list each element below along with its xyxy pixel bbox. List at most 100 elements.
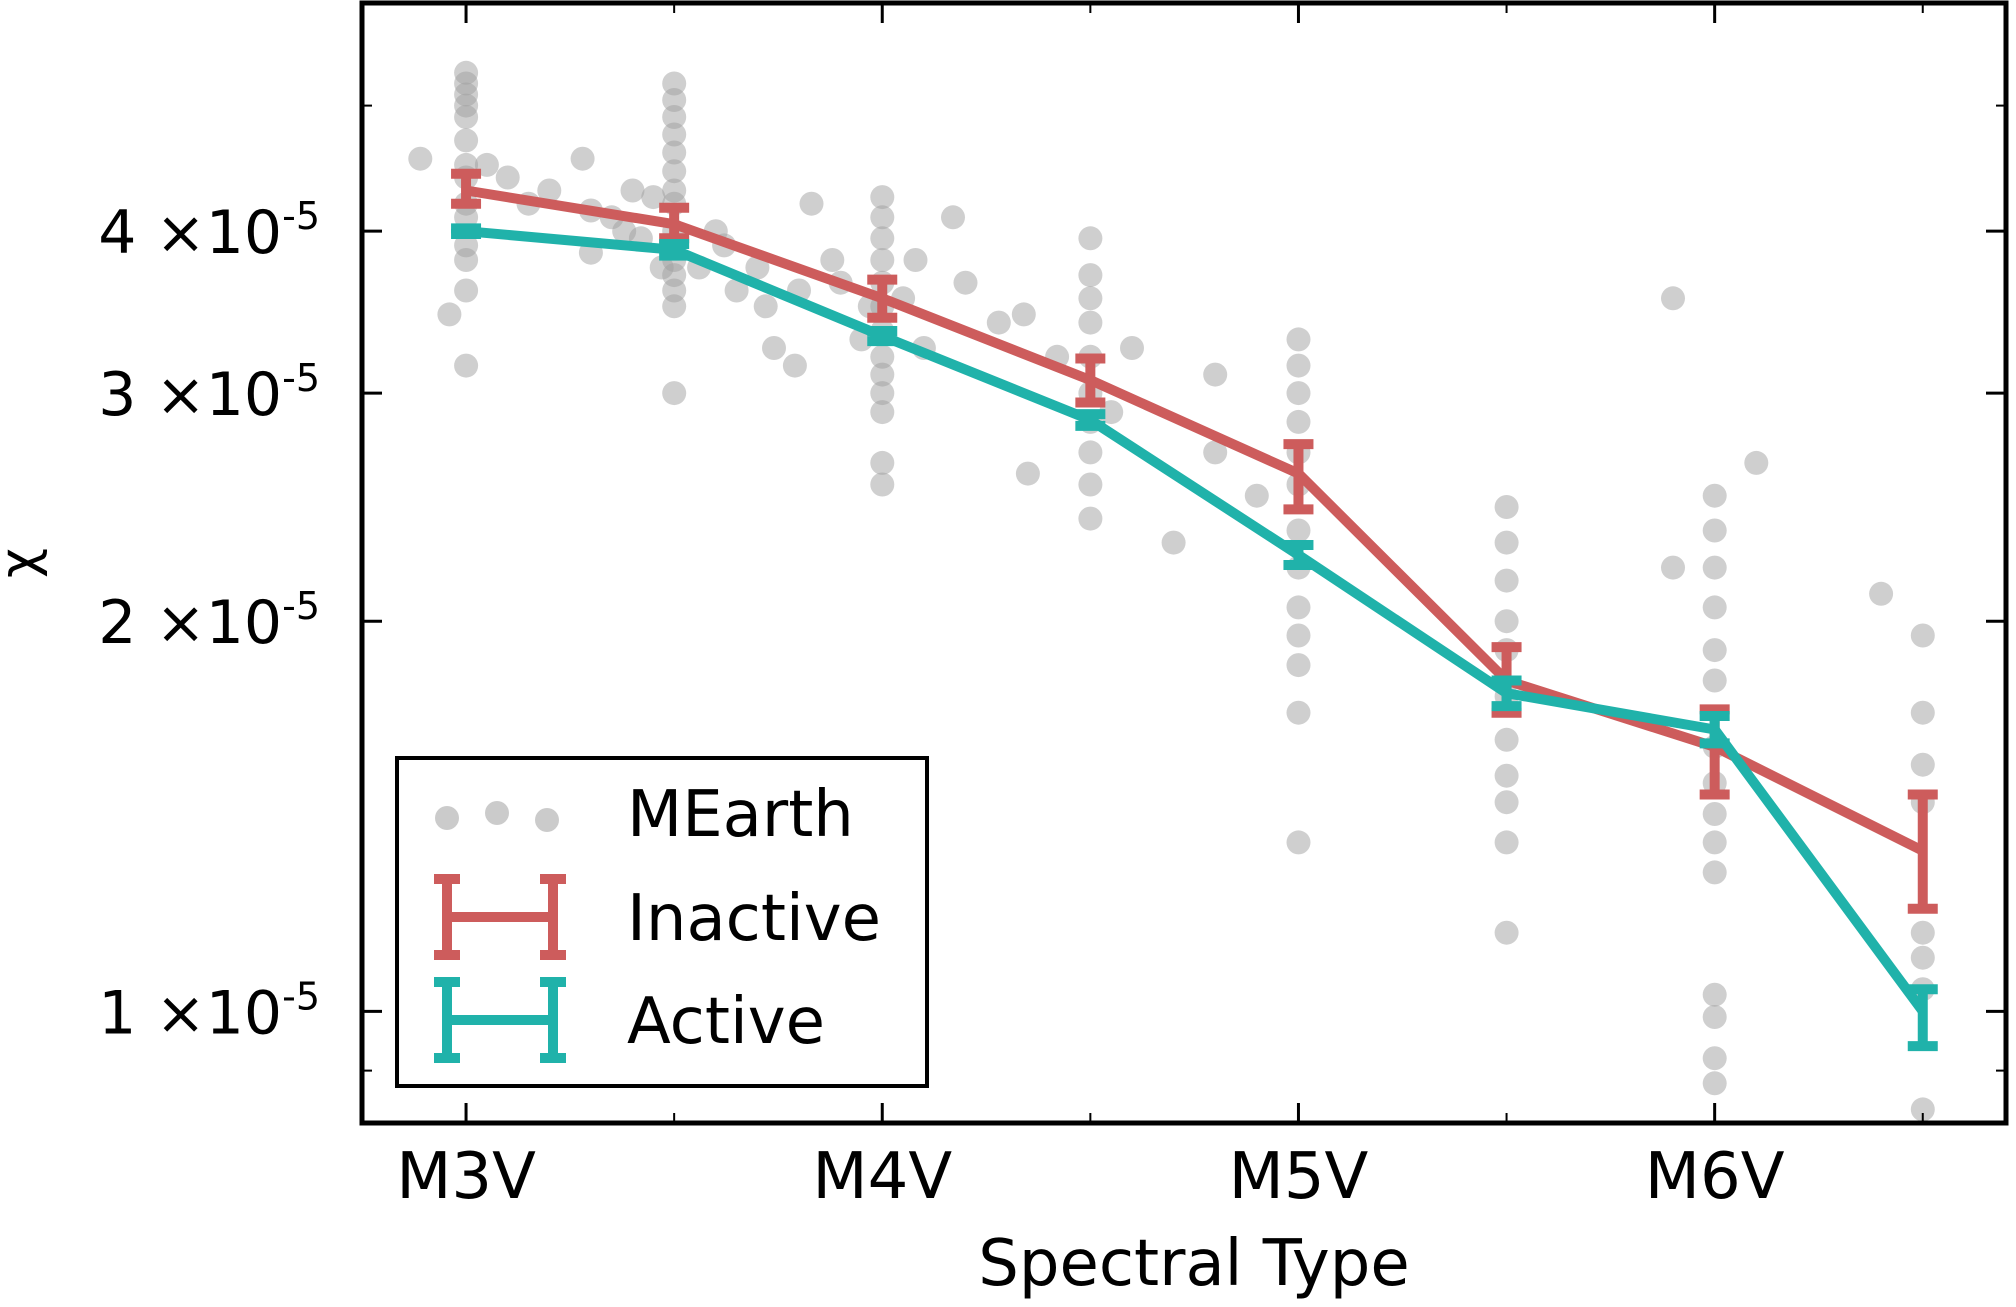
scatter-point [1286,595,1311,620]
scatter-point [662,159,687,184]
scatter-point [1203,440,1228,465]
scatter-point [1702,1005,1727,1029]
scatter-point [1286,381,1311,406]
scatter-point [408,146,433,171]
legend-marker-mearth [435,806,459,830]
scatter-point [1910,623,1935,648]
scatter-point [1078,226,1103,251]
scatter-point [1494,495,1519,519]
scatter-point [620,178,645,203]
scatter-point [1286,700,1311,725]
scatter-point [1494,920,1519,945]
scatter-point [953,270,978,295]
scatter-point [1120,336,1144,360]
scatter-point [1494,530,1519,555]
scatter-point [1702,555,1727,580]
scatter-point [1702,1071,1727,1096]
scatter-point [570,146,595,171]
scatter-point [1702,982,1727,1007]
scatter-point [1494,790,1519,815]
scatter-point [662,294,687,319]
scatter-point [870,400,895,425]
error-bar-active [1283,540,1314,571]
scatter-point [1286,653,1311,678]
scatter-point [662,105,687,129]
scatter-point [870,362,895,387]
axis-ticks: M3V M4V M5V M6V 1 ×10-5 2 ×10-5 3 ×10-5 4 ×10-5 [98,3,2006,1214]
error-bar-inactive [1283,439,1314,515]
error-bar-active [1907,984,1938,1052]
scatter-point [537,178,562,203]
scatter-point [1702,483,1727,508]
scatter-point [1078,310,1103,335]
scatter-point [454,205,479,230]
legend-marker-active [434,977,566,1063]
scatter-point [1702,638,1727,663]
scatter-point [870,248,895,272]
scatter-point [1910,752,1935,777]
series-layer [451,168,1938,1052]
scatter-point [1286,409,1311,434]
legend-marker-inactive [434,874,566,960]
error-bar-active [659,238,690,261]
scatter-point [1286,623,1311,648]
legend-label-inactive: Inactive [627,882,881,956]
scatter-point [1015,461,1040,486]
scatter-point [1910,1097,1935,1122]
plot-frame [359,0,2009,1126]
scatter-point [454,278,479,303]
scatter-point [1161,530,1186,555]
y-tick-label: 4 ×10-5 [98,194,320,268]
scatter-point [662,71,687,96]
scatter-point [1078,263,1103,288]
scatter-point [1910,700,1935,725]
error-bar-active [1699,711,1730,749]
error-bar-inactive [659,202,690,244]
y-tick-label: 3 ×10-5 [98,356,320,430]
scatter-point [745,255,770,280]
scatter-point [1203,362,1228,387]
scatter-point [986,310,1011,335]
series-line-active [465,226,1927,1015]
scatter-point [1702,668,1727,693]
scatter-point [820,248,845,272]
error-bar-inactive [867,274,898,323]
error-bar-inactive [1907,789,1938,914]
scatter-point [1286,830,1311,855]
scatter-point [1702,1046,1727,1071]
scatter-point [1702,595,1727,620]
scatter-point [1078,286,1103,311]
legend-label-active: Active [627,985,825,1059]
y-axis-label: χ [0,548,49,578]
scatter-point [662,122,687,147]
scatter-point [782,353,807,378]
scatter-point [662,88,687,112]
error-bar-active [1491,675,1522,712]
scatter-point [1011,302,1036,327]
scatter-point [1869,581,1894,606]
scatter-point [1910,920,1935,945]
y-tick-label: 1 ×10-5 [98,974,320,1048]
error-bar-active [451,223,482,239]
x-tick-label: M4V [812,1140,952,1214]
error-bar-inactive [1075,353,1106,408]
x-axis-label: Spectral Type [978,1227,1410,1301]
scatter-point [1494,727,1519,752]
legend-label-mearth: MEarth [627,778,854,852]
error-bar-active [867,325,898,347]
legend-marker-mearth [485,801,509,825]
scatter-point [1078,440,1103,465]
scatter-point [1702,518,1727,543]
scatter-point [454,128,479,153]
scatter-point [941,205,965,230]
scatter-point [1286,353,1311,378]
x-tick-label: M3V [396,1140,536,1214]
scatter-point [870,381,895,406]
scatter-point [1702,802,1727,826]
scatter-point [870,472,895,497]
scatter-point [1702,830,1727,855]
scatter-point [454,353,479,378]
scatter-point [762,336,786,360]
x-tick-label: M5V [1229,1140,1369,1214]
